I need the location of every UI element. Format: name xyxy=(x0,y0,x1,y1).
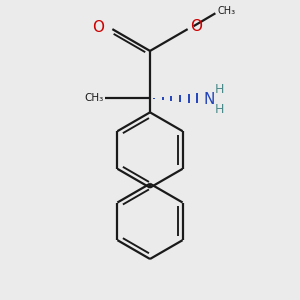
Text: CH₃: CH₃ xyxy=(218,6,236,16)
Text: H: H xyxy=(214,83,224,96)
Text: CH₃: CH₃ xyxy=(84,94,104,103)
Text: N: N xyxy=(203,92,215,107)
Text: O: O xyxy=(92,20,104,34)
Text: O: O xyxy=(190,19,202,34)
Text: H: H xyxy=(214,103,224,116)
